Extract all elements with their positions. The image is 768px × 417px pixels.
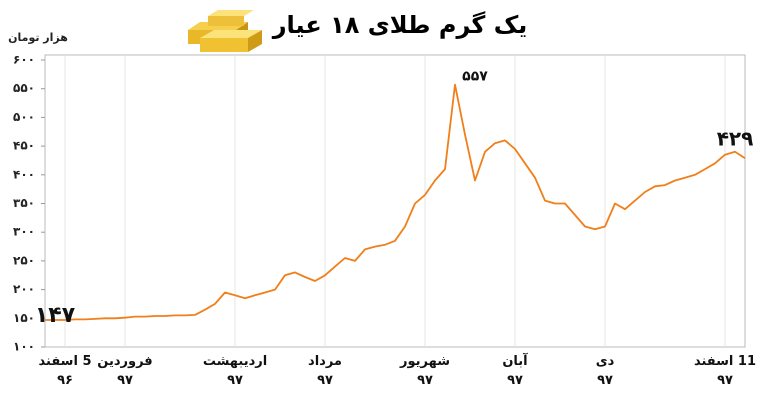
annotation: ۴۲۹ bbox=[717, 127, 754, 151]
y-tick-label: ۳۵۰ bbox=[13, 196, 35, 210]
plot-frame bbox=[44, 54, 746, 348]
y-tick-label: ۵۰۰ bbox=[13, 110, 35, 124]
x-tick-label: فروردین ۹۷ bbox=[97, 354, 153, 388]
x-tick-label: 11 اسفند ۹۷ bbox=[693, 354, 757, 388]
y-tick-label: ۴۰۰ bbox=[13, 167, 35, 181]
y-tick-label: ۵۵۰ bbox=[13, 81, 35, 95]
y-tick-label: ۳۰۰ bbox=[13, 225, 35, 239]
x-tick-label: مرداد ۹۷ bbox=[308, 354, 342, 388]
chart-title: یک گرم طلای ۱۸ عیار bbox=[272, 11, 528, 39]
x-tick-label: 5 اسفند ۹۶ bbox=[38, 354, 92, 388]
x-tick-label: اردیبهشت ۹۷ bbox=[202, 354, 268, 388]
y-tick-label: ۱۰۰ bbox=[13, 340, 35, 354]
y-tick-label: ۲۰۰ bbox=[13, 282, 35, 296]
y-axis-label: هزار تومان bbox=[8, 31, 68, 44]
annotation: ۵۵۷ bbox=[462, 69, 488, 85]
annotation: ۱۴۷ bbox=[35, 303, 76, 328]
price-line bbox=[45, 83, 746, 321]
y-tick-label: ۶۰۰ bbox=[13, 53, 35, 67]
y-tick-label: ۴۵۰ bbox=[13, 139, 35, 153]
x-tick-label: آبان ۹۷ bbox=[502, 354, 528, 388]
x-tick-label: دی ۹۷ bbox=[595, 354, 615, 388]
y-tick-label: ۱۵۰ bbox=[13, 311, 35, 325]
y-tick-label: ۲۵۰ bbox=[13, 253, 35, 267]
x-tick-label: شهریور ۹۷ bbox=[400, 354, 450, 388]
gold-bars-icon bbox=[188, 10, 262, 52]
